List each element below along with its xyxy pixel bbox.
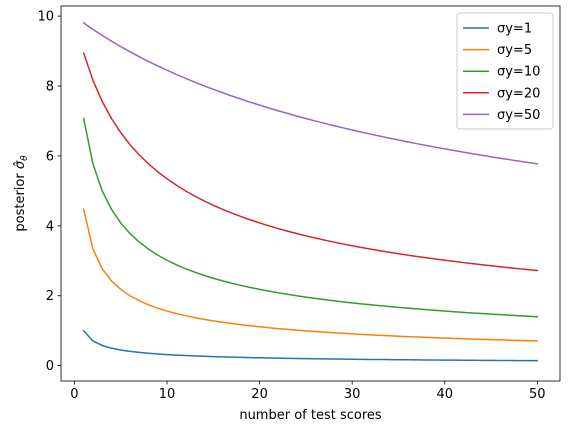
x-tick-label: 0: [70, 387, 78, 402]
series-line-sigma-20: [82, 52, 539, 272]
series-line-sigma-1: [82, 329, 539, 362]
legend-label-sigma-20: σy=20: [497, 86, 540, 101]
y-axis-label: posterior σ̂θ: [13, 155, 30, 232]
legend-label-sigma-5: σy=5: [497, 43, 532, 58]
legend-label-sigma-1: σy=1: [497, 22, 532, 37]
y-axis-label-symbol: σ̂: [13, 160, 28, 169]
x-tick-label: 20: [251, 387, 268, 402]
x-tick-label: 10: [159, 387, 176, 402]
y-axis-label-main: posterior: [13, 169, 28, 231]
y-tick-label: 4: [46, 219, 54, 234]
legend-box: [456, 12, 554, 130]
y-tick-label: 10: [37, 10, 54, 25]
x-tick-label: 30: [344, 387, 361, 402]
series-line-sigma-5: [82, 208, 539, 342]
x-axis: 0 10 20 30 40 50: [70, 381, 546, 402]
legend: σy=1 σy=5 σy=10 σy=20 σy=50: [456, 12, 554, 130]
series-line-sigma-50: [82, 21, 539, 165]
y-axis: 0 2 4 6 8 10: [37, 10, 61, 374]
y-tick-label: 8: [46, 80, 54, 95]
x-tick-label: 40: [436, 387, 453, 402]
y-tick-label: 6: [46, 149, 54, 164]
plot-frame: [60, 5, 561, 382]
y-tick-label: 2: [46, 289, 54, 304]
x-tick-label: 50: [529, 387, 546, 402]
series-line-sigma-10: [82, 117, 539, 318]
series-layer: [82, 21, 539, 362]
x-axis-label: number of test scores: [239, 408, 382, 423]
legend-label-sigma-10: σy=10: [497, 65, 540, 80]
y-axis-label-subscript: θ: [20, 155, 30, 161]
legend-label-sigma-50: σy=50: [497, 108, 540, 123]
y-tick-label: 0: [46, 359, 54, 374]
